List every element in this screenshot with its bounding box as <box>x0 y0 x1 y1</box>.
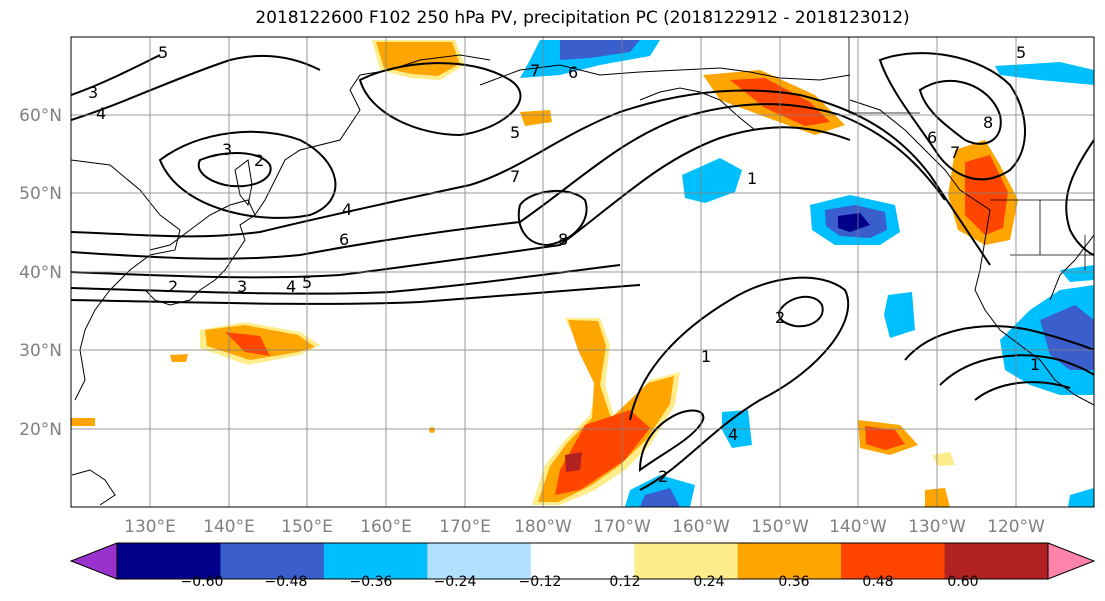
contour-label: 3 <box>222 140 232 159</box>
lon-tick-labels: 130°E 140°E 150°E 160°E 170°E 180°W 170°… <box>124 517 1045 537</box>
contour-label: 5 <box>1016 43 1026 62</box>
lat-lon-grid <box>71 37 1094 507</box>
contour-label: 7 <box>950 143 960 162</box>
lon-tick-label: 180°W <box>514 517 572 537</box>
contour-label: 7 <box>510 167 520 186</box>
colorbar-segment <box>530 543 635 579</box>
contour-label: 4 <box>728 425 738 444</box>
colorbar-tick-label: −0.24 <box>434 574 477 590</box>
colorbar-tick-label: −0.12 <box>519 574 562 590</box>
colorbar-frame <box>116 542 1049 580</box>
contour-label: 8 <box>983 113 993 132</box>
colorbar-tick-label: −0.60 <box>181 574 224 590</box>
precip-negative-shading <box>520 40 1094 507</box>
contour-label: 6 <box>339 230 349 249</box>
colorbar-tick-label: 0.60 <box>947 574 978 590</box>
contour-label: 1 <box>1030 355 1040 374</box>
lon-tick-label: 150°W <box>751 517 809 537</box>
contour-label: 5 <box>302 273 312 292</box>
contour-label: 5 <box>158 43 168 62</box>
contour-label: 4 <box>286 277 296 296</box>
colorbar-segment <box>323 543 428 579</box>
lat-tick-label: 20°N <box>19 420 62 440</box>
pv-contour-labels: 5 3 4 3 2 4 6 5 7 6 7 8 5 8 6 7 1 1 2 2 … <box>88 43 1040 486</box>
lon-tick-label: 150°E <box>281 517 333 537</box>
contour-label: 7 <box>530 61 540 80</box>
colorbar-extend-high <box>1047 542 1096 580</box>
contour-label: 3 <box>88 83 98 102</box>
colorbar-segment <box>220 543 325 579</box>
contour-label: 4 <box>96 104 106 123</box>
map-title: 2018122600 F102 250 hPa PV, precipitatio… <box>255 8 910 28</box>
contour-label: 8 <box>558 230 568 249</box>
contour-label: 6 <box>927 128 937 147</box>
contour-label: 5 <box>510 123 520 142</box>
colorbar-tick-label: −0.36 <box>350 574 393 590</box>
lat-tick-label: 40°N <box>19 263 62 283</box>
colorbar-tick-labels: −0.60 −0.48 −0.36 −0.24 −0.12 0.12 0.24 … <box>181 574 979 590</box>
contour-label: 6 <box>568 63 578 82</box>
colorbar-segment <box>427 543 532 579</box>
colorbar-segment <box>841 543 946 579</box>
lon-tick-label: 140°E <box>203 517 255 537</box>
contour-label: 4 <box>342 200 352 219</box>
colorbar-tick-label: 0.36 <box>778 574 809 590</box>
contour-label: 1 <box>747 169 757 188</box>
colorbar-tick-label: −0.48 <box>265 574 308 590</box>
contour-label: 3 <box>237 277 247 296</box>
colorbar-segment <box>634 543 739 579</box>
contour-label: 2 <box>168 277 178 296</box>
lat-tick-label: 60°N <box>19 106 62 126</box>
map-frame <box>70 36 1095 508</box>
colorbar-segment <box>737 543 842 579</box>
colorbar-extend-low <box>69 542 118 580</box>
contour-label: 1 <box>701 347 711 366</box>
lon-tick-label: 160°W <box>672 517 730 537</box>
colorbar-tick-label: 0.48 <box>862 574 893 590</box>
colorbar-segment <box>944 543 1049 579</box>
map-plot-area: 5 3 4 3 2 4 6 5 7 6 7 8 5 8 6 7 1 1 2 2 … <box>71 37 1094 507</box>
lon-tick-label: 130°E <box>124 517 176 537</box>
lon-tick-label: 120°W <box>987 517 1045 537</box>
colorbar-tick-label: 0.12 <box>609 574 640 590</box>
lon-tick-label: 160°E <box>360 517 412 537</box>
lon-tick-label: 170°W <box>593 517 651 537</box>
lat-tick-label: 30°N <box>19 341 62 361</box>
contour-label: 2 <box>658 467 668 486</box>
lat-tick-labels: 20°N 30°N 40°N 50°N 60°N <box>19 106 62 440</box>
lon-tick-label: 170°E <box>439 517 491 537</box>
lon-tick-label: 130°W <box>908 517 966 537</box>
colorbar <box>69 542 1096 580</box>
lat-tick-label: 50°N <box>19 184 62 204</box>
colorbar-tick-label: 0.24 <box>693 574 724 590</box>
contour-label: 2 <box>254 151 264 170</box>
lon-tick-label: 140°W <box>829 517 887 537</box>
colorbar-segment <box>117 543 221 579</box>
contour-label: 2 <box>775 308 785 327</box>
